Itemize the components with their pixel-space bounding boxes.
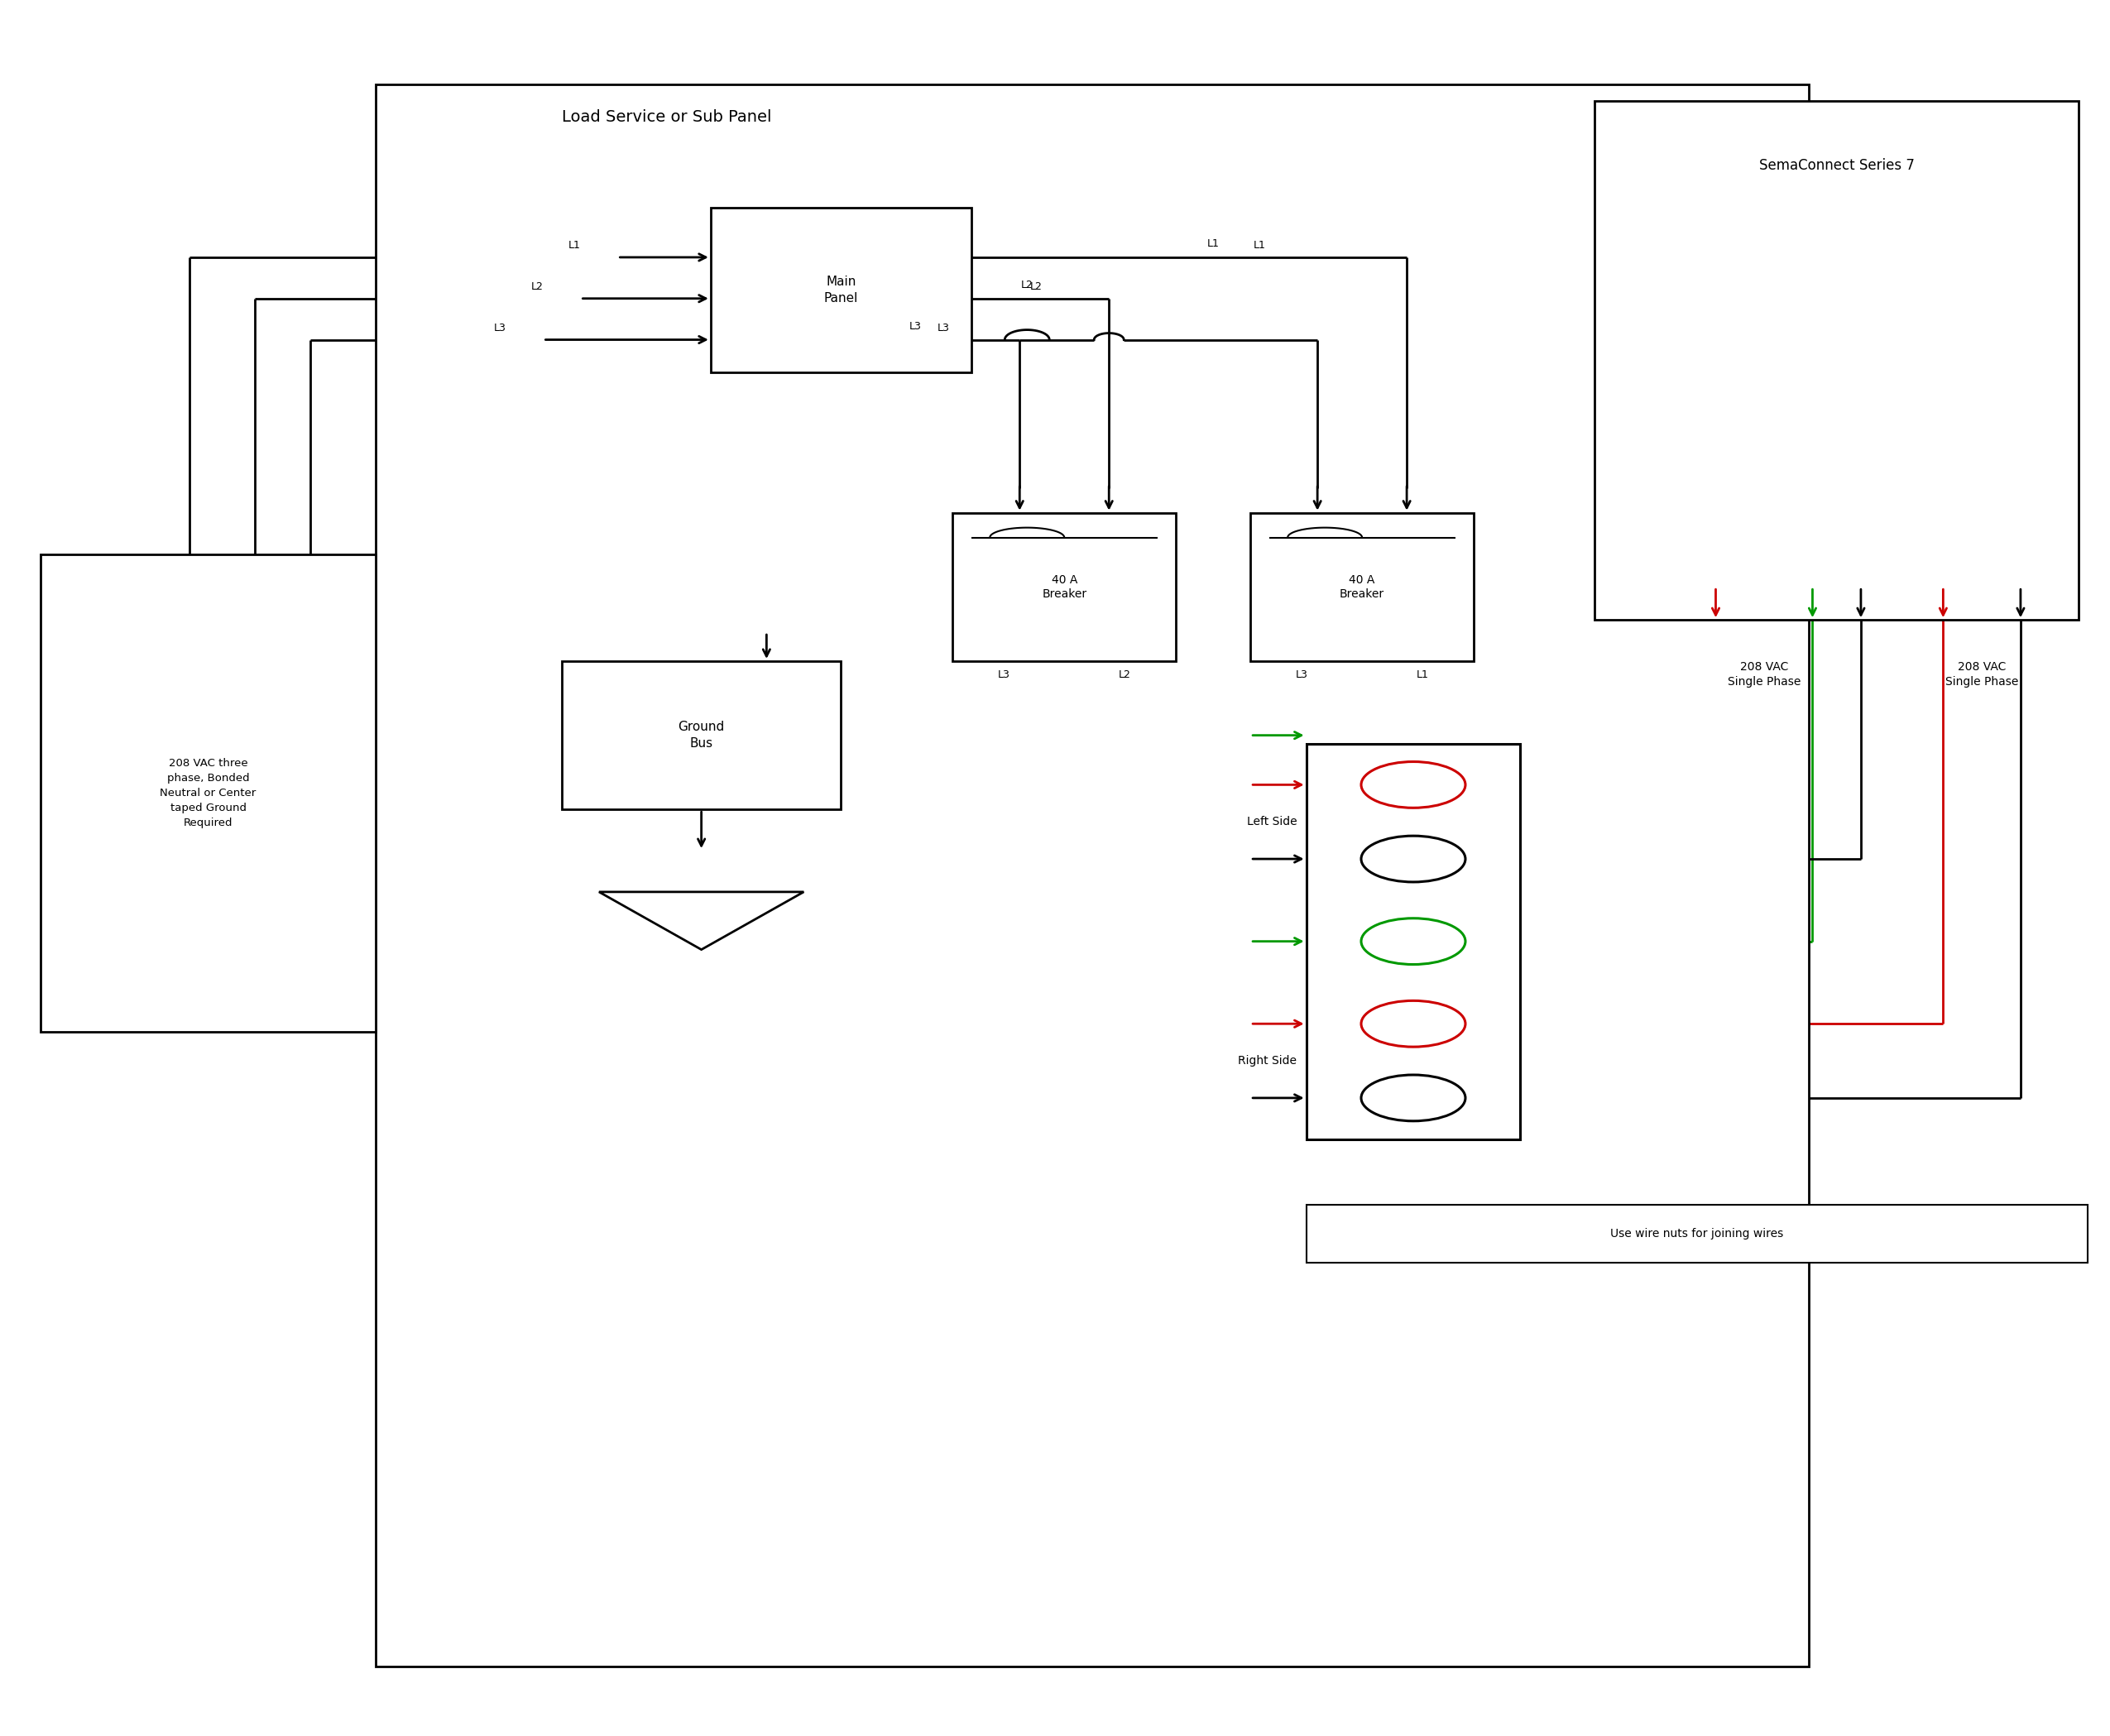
Text: 40 A
Breaker: 40 A Breaker [1042,575,1087,601]
Text: L3: L3 [937,323,949,333]
Bar [711,208,971,373]
Text: L3: L3 [998,670,1011,681]
Text: L2: L2 [1030,281,1042,292]
Bar [1306,743,1521,1139]
Text: Ground
Bus: Ground Bus [677,720,724,750]
Bar [1306,1205,2089,1262]
Text: L1: L1 [568,240,580,250]
Text: SemaConnect Series 7: SemaConnect Series 7 [1760,158,1914,174]
Text: L1: L1 [1253,240,1266,250]
Text: 208 VAC three
phase, Bonded
Neutral or Center
taped Ground
Required: 208 VAC three phase, Bonded Neutral or C… [160,759,255,828]
Text: L1: L1 [1207,238,1220,248]
Bar [1251,512,1473,661]
Text: L3: L3 [909,321,922,332]
Text: Left Side: Left Side [1247,816,1298,828]
Text: L3: L3 [494,323,506,333]
Text: L2: L2 [1021,279,1034,290]
Text: 208 VAC
Single Phase: 208 VAC Single Phase [1945,661,2019,687]
Text: L1: L1 [1416,670,1428,681]
Text: Load Service or Sub Panel: Load Service or Sub Panel [561,109,772,125]
Bar [40,554,376,1031]
Bar [1595,101,2078,620]
Bar [561,661,842,809]
Text: Right Side: Right Side [1239,1055,1298,1066]
Bar [376,85,1808,1667]
Text: 40 A
Breaker: 40 A Breaker [1340,575,1384,601]
Text: L2: L2 [1118,670,1131,681]
Bar [952,512,1175,661]
Text: Use wire nuts for joining wires: Use wire nuts for joining wires [1610,1227,1783,1240]
Text: L2: L2 [532,281,542,292]
Text: Main
Panel: Main Panel [823,276,859,304]
Text: 208 VAC
Single Phase: 208 VAC Single Phase [1728,661,1800,687]
Text: L3: L3 [1296,670,1308,681]
